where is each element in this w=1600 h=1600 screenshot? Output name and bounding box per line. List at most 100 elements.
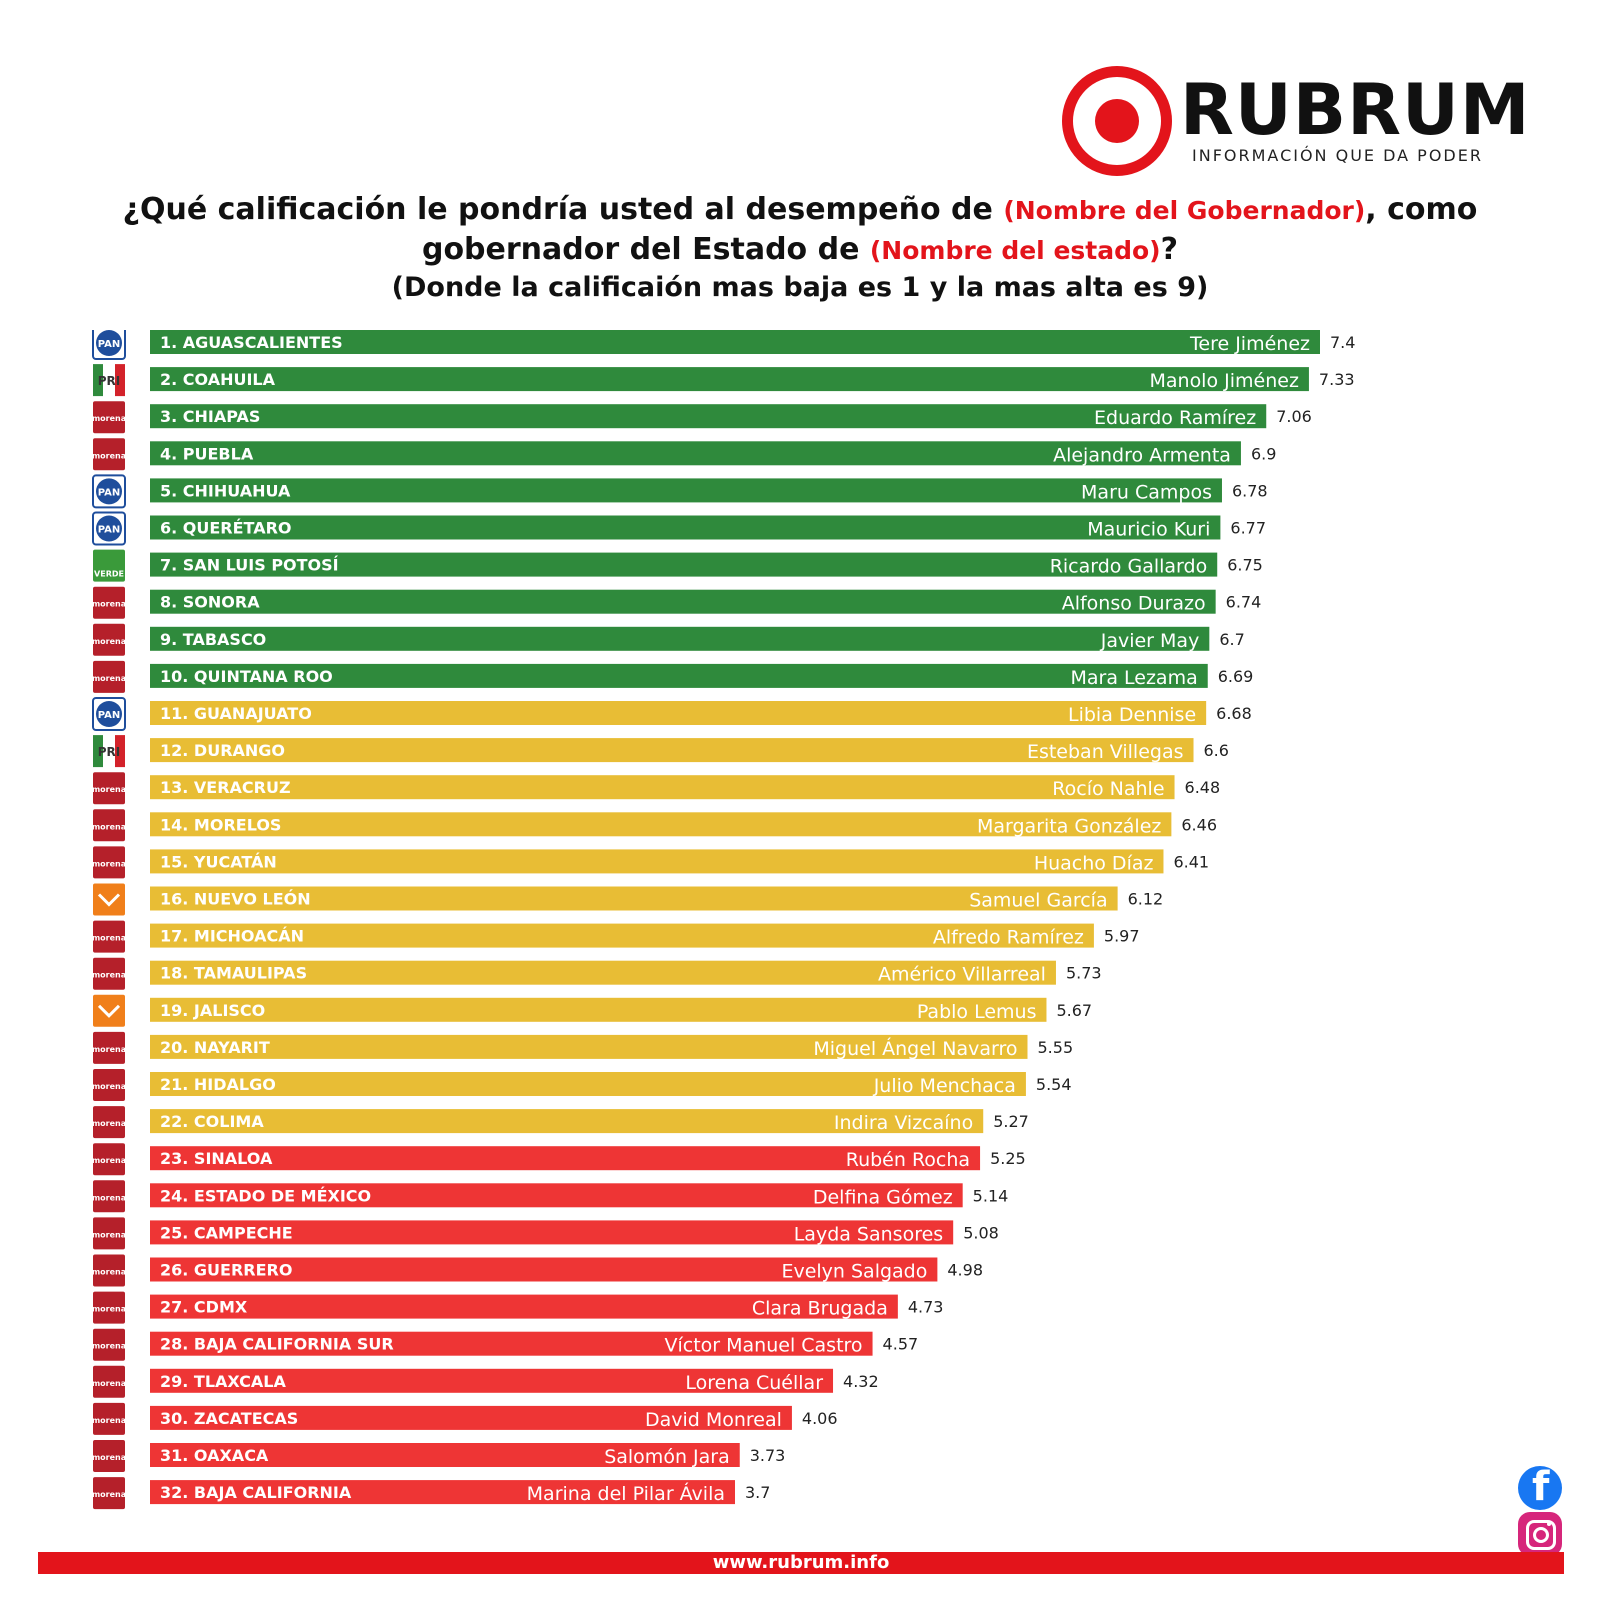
governor-label: Indira Vizcaíno: [834, 1112, 973, 1134]
mc-party-icon: [93, 883, 125, 916]
value-label: 5.67: [1056, 1001, 1092, 1020]
governor-label: Marina del Pilar Ávila: [527, 1482, 725, 1505]
state-label: 22. COLIMA: [160, 1112, 264, 1131]
svg-text:morena: morena: [92, 971, 126, 980]
value-label: 5.08: [963, 1223, 999, 1242]
morena-party-icon: morena: [92, 1180, 126, 1213]
bar: [150, 626, 1210, 651]
governor-label: Salomón Jara: [604, 1446, 730, 1468]
state-label: 9. TABASCO: [160, 630, 266, 649]
pan-party-icon: PAN: [92, 330, 126, 360]
bar: [150, 738, 1194, 763]
bar: [150, 663, 1208, 688]
svg-text:PAN: PAN: [98, 339, 121, 350]
svg-text:morena: morena: [92, 1082, 126, 1091]
value-label: 6.77: [1230, 519, 1266, 538]
pri-party-icon: PRI: [93, 364, 125, 397]
state-label: 31. OAXACA: [160, 1446, 269, 1465]
bar-row: morena 28. BAJA CALIFORNIA SUR Víctor Manu…: [92, 1328, 918, 1361]
bar: [150, 1480, 735, 1505]
state-label: 27. CDMX: [160, 1298, 248, 1317]
question-line-1: ¿Qué calificación le pondría usted al de…: [122, 192, 1478, 227]
state-label: 28. BAJA CALIFORNIA SUR: [160, 1335, 394, 1354]
bar: [150, 515, 1221, 540]
bar-row: morena 10. QUINTANA ROO Mara Lezama 6.69: [92, 660, 1253, 693]
svg-text:morena: morena: [92, 1045, 126, 1054]
value-label: 6.74: [1226, 593, 1262, 612]
governor-label: Alfonso Durazo: [1062, 593, 1206, 615]
morena-party-icon: morena: [92, 586, 126, 619]
morena-party-icon: morena: [92, 1069, 126, 1101]
scale-note: (Donde la calificaión mas baja es 1 y la…: [391, 272, 1209, 303]
governor-label: Mara Lezama: [1070, 667, 1197, 689]
state-label: 11. GUANAJUATO: [160, 704, 312, 723]
svg-text:PRI: PRI: [98, 374, 121, 388]
svg-text:morena: morena: [92, 1416, 126, 1425]
bar-row: morena 14. MORELOS Margarita González 6.46: [92, 809, 1217, 842]
governor-label: Ricardo Gallardo: [1050, 556, 1208, 578]
state-label: 19. JALISCO: [160, 1001, 265, 1020]
state-label: 29. TLAXCALA: [160, 1372, 286, 1391]
value-label: 6.68: [1216, 704, 1252, 723]
bar: [150, 367, 1309, 392]
svg-text:morena: morena: [92, 785, 126, 794]
bar: [150, 552, 1218, 577]
value-label: 5.27: [993, 1112, 1029, 1131]
instagram-icon[interactable]: [1518, 1512, 1562, 1556]
bar: [150, 404, 1267, 429]
svg-text:morena: morena: [92, 1490, 126, 1499]
svg-text:morena: morena: [92, 414, 126, 423]
bar-row: PAN 5. CHIHUAHUA Maru Campos 6.78: [92, 474, 1268, 509]
state-label: 24. ESTADO DE MÉXICO: [160, 1186, 371, 1205]
value-label: 6.48: [1185, 778, 1221, 797]
state-label: 23. SINALOA: [160, 1149, 273, 1168]
bar-row: morena 30. ZACATECAS David Monreal 4.06: [92, 1402, 838, 1435]
morena-party-icon: morena: [92, 1402, 126, 1435]
bar: [150, 1220, 954, 1245]
morena-party-icon: morena: [92, 846, 126, 879]
morena-party-icon: morena: [92, 1328, 126, 1361]
governor-label: Samuel García: [969, 890, 1107, 912]
morena-party-icon: morena: [92, 957, 126, 990]
value-label: 6.6: [1204, 741, 1229, 760]
bar: [150, 997, 1047, 1022]
state-label: 1. AGUASCALIENTES: [160, 333, 343, 352]
morena-party-icon: morena: [92, 1143, 126, 1176]
governor-label: Lorena Cuéllar: [685, 1372, 823, 1394]
state-label: 3. CHIAPAS: [160, 407, 260, 426]
bar-row: morena 8. SONORA Alfonso Durazo 6.74: [92, 586, 1262, 619]
bar: [150, 589, 1216, 614]
svg-text:morena: morena: [92, 600, 126, 609]
svg-text:morena: morena: [92, 1342, 126, 1351]
bar-row: morena 23. SINALOA Rubén Rocha 5.25: [92, 1143, 1026, 1176]
value-label: 4.98: [947, 1261, 983, 1280]
mc-party-icon: [93, 994, 125, 1027]
morena-party-icon: morena: [92, 1477, 126, 1510]
facebook-icon[interactable]: f: [1518, 1464, 1562, 1510]
value-label: 3.7: [745, 1483, 770, 1502]
bar-row: morena 3. CHIAPAS Eduardo Ramírez 7.06: [92, 401, 1312, 434]
bar-row: morena 18. TAMAULIPAS Américo Villarreal 5.…: [92, 957, 1102, 990]
value-label: 5.54: [1036, 1075, 1072, 1094]
bar-row: morena 20. NAYARIT Miguel Ángel Navarro 5.5…: [92, 1031, 1073, 1064]
bar: [150, 775, 1175, 800]
svg-text:morena: morena: [92, 1453, 126, 1462]
ratings-bar-chart: PAN 1. AGUASCALIENTES Tere Jiménez 7.4 PRI 2.…: [92, 330, 1355, 1510]
governor-label: Mauricio Kuri: [1087, 519, 1210, 541]
value-label: 6.78: [1232, 481, 1268, 500]
value-label: 7.4: [1330, 333, 1355, 352]
bar-row: PAN 11. GUANAJUATO Libia Dennise 6.68: [92, 697, 1252, 731]
website-footer[interactable]: www.rubrum.info: [38, 1552, 1564, 1574]
bar: [150, 441, 1241, 466]
morena-party-icon: morena: [92, 660, 126, 693]
bar: [150, 1405, 792, 1430]
morena-party-icon: morena: [92, 401, 126, 434]
bar-row: VERDE 7. SAN LUIS POTOSÍ Ricardo Gallardo 6…: [93, 549, 1263, 582]
state-label: 26. GUERRERO: [160, 1261, 292, 1280]
bar-row: morena 25. CAMPECHE Layda Sansores 5.08: [92, 1217, 999, 1250]
bar: [150, 812, 1172, 837]
state-placeholder: (Nombre del estado): [869, 236, 1161, 265]
pan-party-icon: PAN: [92, 697, 126, 731]
governor-label: Libia Dennise: [1068, 704, 1196, 726]
governor-label: Miguel Ángel Navarro: [813, 1037, 1017, 1060]
